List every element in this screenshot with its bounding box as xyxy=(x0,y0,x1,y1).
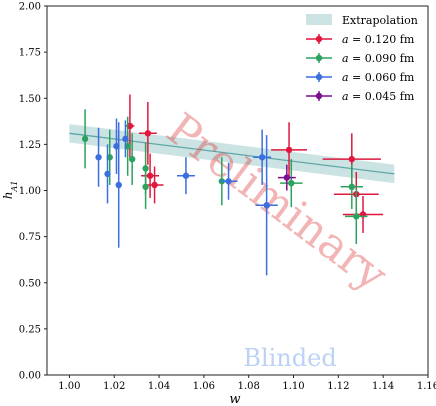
y-tick-label: 0.75 xyxy=(19,232,41,243)
data-point xyxy=(258,154,266,161)
data-point xyxy=(81,135,89,143)
legend-label: a = 0.120 fm xyxy=(342,33,415,46)
legend-swatch-marker xyxy=(315,54,323,62)
legend-label-band: Extrapolation xyxy=(342,14,418,27)
legend-label-value: = 0.045 fm xyxy=(349,90,415,103)
legend-label-value: = 0.120 fm xyxy=(349,33,415,46)
y-axis-label-sub: A1 xyxy=(10,181,19,193)
y-tick-label: 0.25 xyxy=(19,324,41,335)
watermark-blinded: Blinded xyxy=(243,344,336,372)
data-point xyxy=(151,181,158,189)
data-point xyxy=(182,172,190,179)
legend-label-value: = 0.060 fm xyxy=(349,71,415,84)
y-axis-label-h: h xyxy=(1,192,15,200)
data-points xyxy=(81,94,384,276)
data-point xyxy=(353,213,360,220)
y-tick-label: 1.00 xyxy=(19,186,41,197)
data-point xyxy=(144,130,152,137)
data-point xyxy=(142,183,149,191)
series-3 xyxy=(277,164,296,191)
x-tick-label: 1.14 xyxy=(372,381,394,392)
legend-label: a = 0.060 fm xyxy=(342,71,415,84)
legend-swatch-marker xyxy=(315,35,323,43)
data-point xyxy=(104,170,111,178)
data-point xyxy=(283,174,291,181)
x-tick-label: 1.12 xyxy=(327,381,349,392)
x-axis-ticks: 1.00 1.02 1.04 1.06 1.08 1.10 1.12 1.14 1.16 xyxy=(58,375,436,392)
data-point xyxy=(263,202,270,209)
data-point xyxy=(285,146,293,154)
x-tick-label: 1.10 xyxy=(282,381,304,392)
data-point xyxy=(225,178,232,185)
x-tick-label: 1.00 xyxy=(58,381,80,392)
data-point xyxy=(288,179,295,187)
data-point xyxy=(128,155,136,163)
legend-label: a = 0.090 fm xyxy=(342,52,415,65)
data-point xyxy=(122,135,129,143)
y-axis-ticks: 0.00 0.25 0.50 0.75 1.00 1.25 1.50 1.75 2.00 xyxy=(19,2,47,382)
legend-swatch-band xyxy=(306,14,332,25)
legend-swatch-marker xyxy=(315,92,323,100)
data-point xyxy=(95,154,102,161)
series-2 xyxy=(95,118,278,276)
legend-label: a = 0.045 fm xyxy=(342,90,415,103)
legend-label-symbol: a xyxy=(342,33,349,46)
y-tick-label: 2.00 xyxy=(19,2,41,13)
x-axis-label: w xyxy=(229,392,240,406)
y-axis-label: hA1 xyxy=(1,181,19,200)
watermark: Preliminary Blinded xyxy=(157,103,396,372)
legend-label-symbol: a xyxy=(342,52,349,65)
legend-swatch-marker xyxy=(315,73,323,81)
legend-label-symbol: a xyxy=(342,71,349,84)
watermark-preliminary: Preliminary xyxy=(157,103,396,301)
y-tick-label: 0.00 xyxy=(19,371,41,382)
y-tick-label: 0.50 xyxy=(19,278,41,289)
legend-label-value: = 0.090 fm xyxy=(349,52,415,65)
data-point xyxy=(115,181,122,189)
y-tick-label: 1.75 xyxy=(19,48,41,59)
x-tick-label: 1.16 xyxy=(417,381,436,392)
data-point xyxy=(146,172,154,179)
legend-label-symbol: a xyxy=(342,90,349,103)
x-tick-label: 1.04 xyxy=(148,381,170,392)
data-point xyxy=(348,155,355,163)
data-point xyxy=(348,183,355,191)
x-tick-label: 1.08 xyxy=(238,381,260,392)
x-tick-label: 1.02 xyxy=(103,381,125,392)
y-tick-label: 1.25 xyxy=(19,140,41,151)
x-tick-label: 1.06 xyxy=(193,381,215,392)
y-tick-label: 1.50 xyxy=(19,94,41,105)
